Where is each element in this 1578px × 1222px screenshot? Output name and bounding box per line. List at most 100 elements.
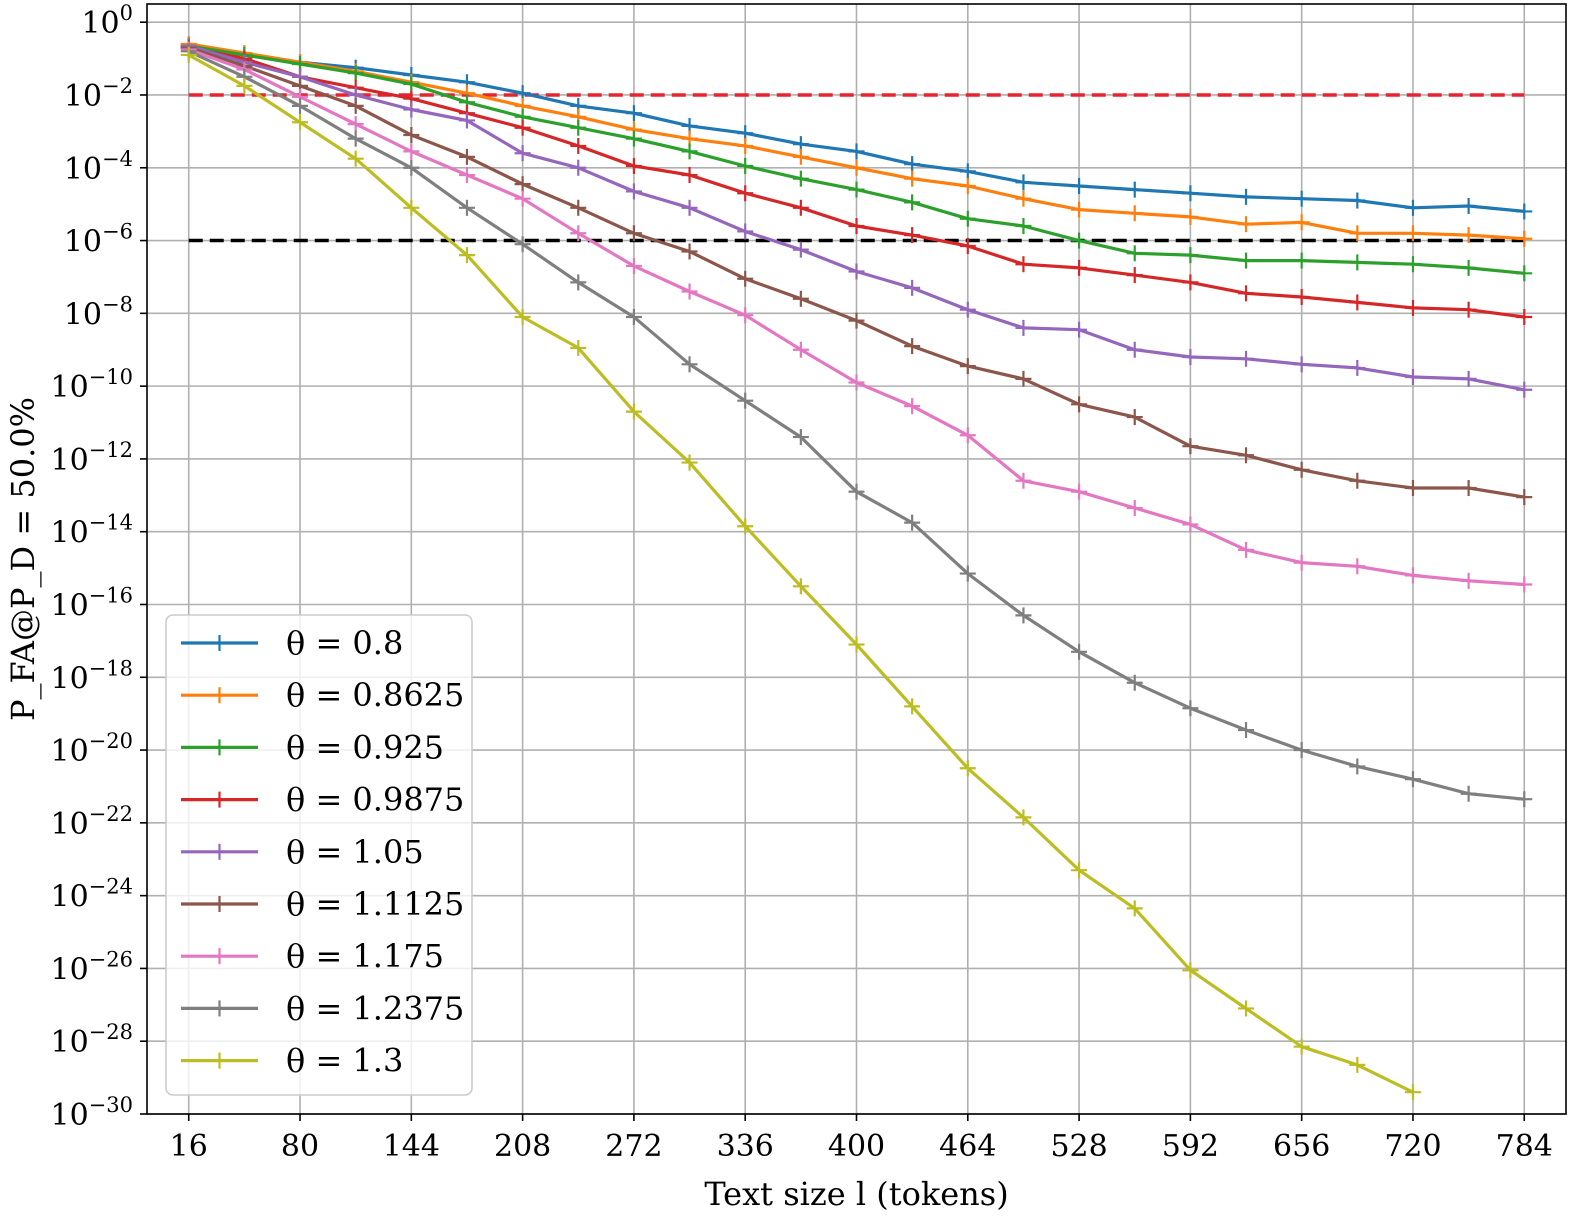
y-tick-label: 10−16 [50,583,133,623]
data-point-marker [570,119,587,136]
data-point-marker [625,403,642,420]
data-point-marker [1238,1000,1255,1017]
data-point-marker [514,176,531,193]
y-axis-label: P_FA@P_D = 50.0% [4,397,42,721]
data-point-marker [792,341,809,358]
data-point-marker [347,65,364,82]
tick-layer: 16 80 144 208 272 336 400 464 528 592 656 720 784 100… [50,1,1552,1164]
data-point-marker [1460,370,1477,387]
data-point-marker [1182,962,1199,979]
data-point-marker [1238,188,1255,205]
data-point-marker [1126,674,1143,691]
data-point-marker [1071,232,1088,249]
data-point-marker [737,137,754,154]
data-point-marker [514,308,531,325]
y-tick-label: 10−28 [50,1020,133,1060]
data-point-marker [625,157,642,174]
data-point-marker [1460,480,1477,497]
data-point-marker [681,143,698,160]
data-point-marker [514,236,531,253]
data-point-marker [1349,254,1366,271]
data-point-marker [625,130,642,147]
data-point-marker [959,760,976,777]
data-point-marker [1349,1056,1366,1073]
data-point-marker [403,76,420,93]
data-point-marker [1238,216,1255,233]
legend-box [165,614,473,1096]
y-tick-label: 10−18 [50,656,133,696]
data-point-marker [403,101,420,118]
data-point-marker [904,279,921,296]
data-point-marker [403,159,420,176]
data-point-marker [514,145,531,162]
data-point-marker [848,159,865,176]
x-tick-label: 720 [1384,1129,1441,1164]
data-point-marker [737,157,754,174]
data-point-marker [403,127,420,144]
data-point-marker [1349,472,1366,489]
data-point-marker [1238,722,1255,739]
data-point-marker [792,148,809,165]
x-tick-label: 208 [494,1129,551,1164]
data-point-marker [681,167,698,184]
data-point-marker [737,392,754,409]
x-tick-label: 528 [1050,1129,1107,1164]
series-group [180,36,1533,1101]
y-tick-label: 10−8 [64,292,133,332]
legend-item: θ = 1.05 [181,833,424,871]
data-point-marker [1460,301,1477,318]
data-point-marker [959,358,976,375]
data-point-marker [347,116,364,133]
data-point-marker [1293,356,1310,373]
data-point-marker [1126,245,1143,262]
data-point-marker [1071,259,1088,276]
data-point-marker [904,156,921,173]
data-point-marker [848,143,865,160]
data-point-marker [848,312,865,329]
legend-item: θ = 1.1125 [181,885,464,923]
legend-item: θ = 1.3 [181,1042,403,1080]
x-tick-label: 784 [1496,1129,1553,1164]
y-tick-label: 10−14 [50,511,133,551]
x-tick-label: 272 [605,1129,662,1164]
data-point-marker [848,263,865,280]
x-tick-label: 144 [383,1129,440,1164]
data-point-marker [1404,256,1421,273]
series-layer [180,36,1533,1101]
data-point-marker [347,97,364,114]
data-point-marker [1182,438,1199,455]
y-tick-label: 10−30 [50,1093,133,1133]
data-point-marker [848,218,865,234]
data-point-marker [959,210,976,227]
data-point-marker [1015,319,1032,336]
y-tick-label: 10−26 [50,947,133,987]
data-point-marker [1071,643,1088,660]
data-point-marker [1404,225,1421,242]
legend-label: θ = 0.8 [286,624,403,662]
legend-label: θ = 0.9875 [286,781,464,819]
data-point-marker [792,429,809,446]
data-point-marker [1015,218,1032,234]
data-point-marker [737,518,754,535]
data-point-marker [904,698,921,715]
data-point-marker [1182,208,1199,225]
legend-item: θ = 1.175 [181,937,444,975]
data-point-marker [347,130,364,147]
data-point-marker [959,177,976,194]
data-point-marker [1126,900,1143,917]
data-point-marker [1126,205,1143,222]
data-point-marker [1182,247,1199,264]
legend-label: θ = 1.175 [286,937,444,975]
data-point-marker [959,163,976,180]
data-point-marker [1404,299,1421,316]
data-point-marker [1349,192,1366,209]
data-point-marker [1015,370,1032,387]
data-point-marker [681,199,698,216]
data-point-marker [959,427,976,444]
data-point-marker [1516,308,1533,325]
data-point-marker [1238,252,1255,269]
data-point-marker [570,339,587,356]
data-point-marker [904,227,921,244]
data-point-marker [570,199,587,216]
data-point-marker [458,112,475,129]
